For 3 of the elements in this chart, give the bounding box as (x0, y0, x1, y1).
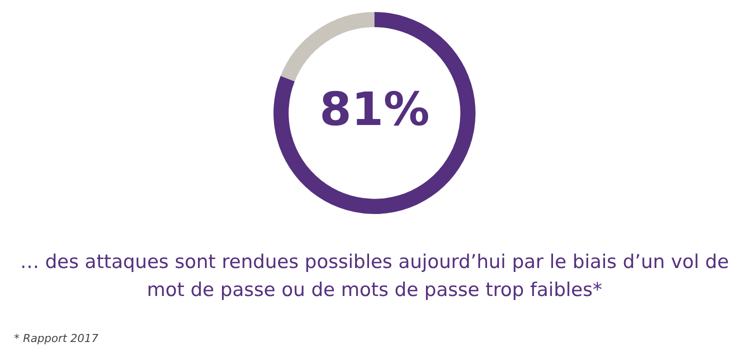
data-label: 81% (319, 82, 430, 136)
text: … des attaques sont rendues possibles aujourd’hui par le biais d’un vol de mot de passe ou de mots de passe trop faibles* (19, 250, 730, 303)
text: * Rapport 2017 (14, 332, 98, 345)
